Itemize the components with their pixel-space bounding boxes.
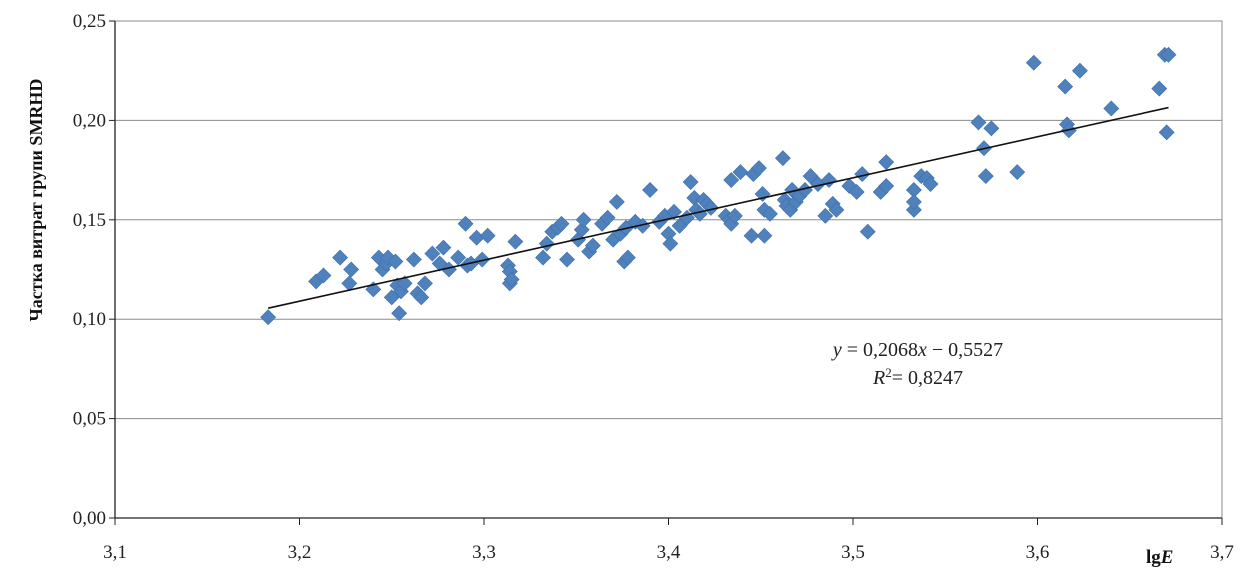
y-tick-label-0: 0,00 <box>73 508 106 529</box>
data-point-19 <box>413 289 430 306</box>
data-point-4 <box>341 275 358 292</box>
data-point-79 <box>743 227 760 244</box>
y-tick-label-2: 0,10 <box>73 309 106 330</box>
data-point-85 <box>762 205 778 222</box>
x-tick-label-3: 3,4 <box>657 542 681 563</box>
x-axis-title: lgE <box>1146 547 1173 568</box>
x-tick-label-0: 3,1 <box>103 542 127 563</box>
data-point-102 <box>854 166 871 183</box>
axes <box>109 20 1223 525</box>
x-axis-title-variable: E <box>1160 547 1174 568</box>
data-point-42 <box>559 251 575 268</box>
data-point-3 <box>332 249 349 266</box>
data-point-2 <box>315 267 332 284</box>
data-point-30 <box>474 251 491 268</box>
data-point-49 <box>599 209 616 226</box>
data-point-23 <box>435 239 452 256</box>
data-point-109 <box>905 193 922 210</box>
x-tick-label-5: 3,6 <box>1026 542 1050 563</box>
data-point-105 <box>878 178 895 194</box>
plot-area-border <box>114 20 1223 519</box>
data-point-47 <box>584 237 601 254</box>
data-point-101 <box>848 184 865 200</box>
y-tick-label-5: 0,25 <box>73 11 106 32</box>
data-point-77 <box>726 207 743 224</box>
data-point-119 <box>1057 78 1074 95</box>
data-point-5 <box>343 261 360 278</box>
data-point-0 <box>260 309 277 326</box>
x-tick-label-4: 3,5 <box>841 542 865 563</box>
data-point-115 <box>977 168 994 184</box>
data-point-20 <box>417 275 433 292</box>
data-point-37 <box>535 249 551 266</box>
data-point-31 <box>479 227 496 244</box>
y-tick-labels: 0,00 0,05 0,10 0,15 0,20 0,25 <box>73 11 106 529</box>
data-points <box>260 46 1177 326</box>
y-tick-label-3: 0,15 <box>73 210 106 231</box>
data-point-21 <box>424 245 441 262</box>
regression-equation: y = 0,2068x − 0,5527 <box>831 339 1003 361</box>
data-point-26 <box>457 215 474 232</box>
data-point-123 <box>1103 100 1120 117</box>
data-point-127 <box>1158 124 1175 141</box>
x-tick-labels: 3,1 3,2 3,3 3,4 3,5 3,6 3,7 <box>103 542 1234 563</box>
data-point-96 <box>817 207 834 224</box>
data-point-16 <box>396 275 413 292</box>
data-point-106 <box>878 154 895 171</box>
data-point-99 <box>828 201 845 218</box>
x-axis-title-prefix: lg <box>1146 547 1161 568</box>
r-squared-value: = 0,8247 <box>892 367 963 389</box>
data-point-62 <box>662 235 679 252</box>
data-point-116 <box>983 120 1000 137</box>
x-tick-label-1: 3,2 <box>288 542 312 563</box>
data-point-84 <box>756 227 773 244</box>
data-point-117 <box>1009 164 1026 181</box>
data-point-72 <box>703 199 719 216</box>
data-point-113 <box>970 114 987 131</box>
data-point-81 <box>750 160 767 177</box>
data-point-126 <box>1160 46 1177 63</box>
trendline-equation: y = 0,2068x − 0,5527 R2= 0,8247 <box>831 339 1003 389</box>
data-point-86 <box>774 150 791 167</box>
data-point-122 <box>1072 62 1088 79</box>
data-point-103 <box>859 223 876 240</box>
data-point-112 <box>922 176 939 192</box>
y-tick-label-4: 0,20 <box>73 110 106 131</box>
data-point-45 <box>575 211 592 228</box>
data-point-76 <box>723 172 740 188</box>
x-tick-label-6: 3,7 <box>1210 542 1234 563</box>
data-point-66 <box>682 174 699 190</box>
data-point-36 <box>507 233 524 250</box>
r-squared: R2= 0,8247 <box>872 365 963 390</box>
data-point-51 <box>608 193 625 210</box>
data-point-35 <box>503 271 520 288</box>
data-point-124 <box>1151 80 1168 97</box>
y-axis-title: Частка витрат групи SMRHD <box>26 79 46 322</box>
data-point-44 <box>573 221 590 238</box>
gridlines <box>114 20 1223 519</box>
y-tick-label-1: 0,05 <box>73 409 106 430</box>
data-point-55 <box>619 249 636 266</box>
data-point-14 <box>391 305 408 322</box>
data-point-118 <box>1025 54 1042 71</box>
data-point-58 <box>642 182 658 198</box>
data-point-108 <box>905 201 922 218</box>
data-point-63 <box>666 203 682 220</box>
data-point-12 <box>387 253 404 270</box>
data-point-17 <box>405 251 422 268</box>
trendline <box>267 106 1169 309</box>
x-tick-label-2: 3,3 <box>472 542 496 563</box>
data-point-41 <box>553 215 570 232</box>
data-point-78 <box>732 164 749 181</box>
